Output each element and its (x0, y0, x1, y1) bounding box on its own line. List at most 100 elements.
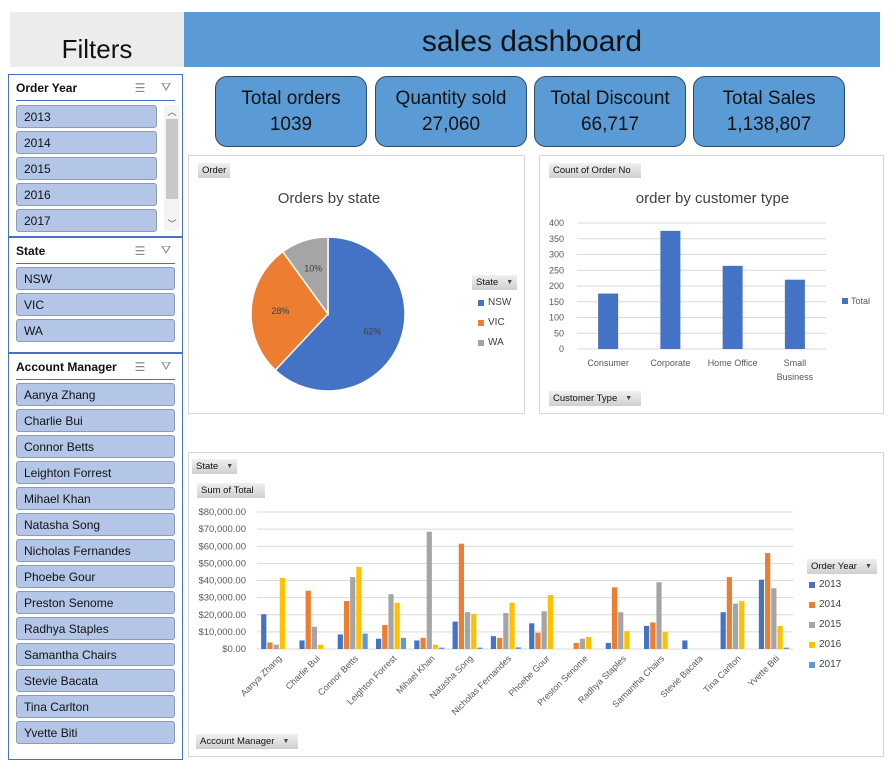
bar-preston-senome-2014 (573, 643, 579, 649)
pie-slice-nsw (274, 236, 406, 392)
slicer-item-account-manager[interactable]: Yvette Biti (16, 721, 175, 744)
bar-phoebe-gour-2013 (529, 623, 535, 649)
kpi-value: 27,060 (421, 113, 481, 135)
value-button-sum-of-total[interactable]: Sum of Total (197, 483, 265, 498)
multi-select-icon[interactable]: ☰ (134, 243, 146, 258)
slicer-item-account-manager[interactable]: Radhya Staples (16, 617, 175, 640)
slicer-item-account-manager[interactable]: Preston Senome (16, 591, 175, 614)
kpi-value: 1,138,807 (726, 113, 812, 135)
slicer-item-2016[interactable]: 2016 (16, 183, 157, 206)
slicer-state: State ☰ ⛛ NSW VIC WA (8, 237, 183, 353)
kpi-total-discount: Total Discount 66,717 (534, 76, 686, 147)
bar-yvette-biti-2015 (771, 588, 777, 649)
bar-aanya-zhang-2016 (279, 577, 285, 649)
clear-filter-icon[interactable]: ⛛ (160, 80, 172, 94)
bar-leighton-forrest-2014 (382, 625, 388, 649)
bar-phoebe-gour-2014 (535, 632, 541, 649)
bar-natasha-song-2014 (458, 543, 464, 649)
bar-small-business (784, 279, 805, 349)
y-tick-label: 100 (549, 313, 564, 323)
slicer-title: Account Manager (16, 359, 117, 374)
slicer-item-vic[interactable]: VIC (16, 293, 175, 316)
legend-swatch (478, 339, 484, 346)
slicer-item-account-manager[interactable]: Nicholas Fernandes (16, 539, 175, 562)
field-button-count-of-order-no[interactable]: Count of Order No (549, 163, 641, 178)
kpi-value: 1039 (269, 113, 313, 135)
chart-title: order by customer type (635, 190, 790, 207)
x-tick-label: Mihael Khan (394, 653, 436, 695)
bar-home-office (722, 265, 743, 349)
kpi-label: Total orders (241, 87, 341, 109)
kpi-total-orders: Total orders 1039 (215, 76, 367, 147)
slicer-item-account-manager[interactable]: Stevie Bacata (16, 669, 175, 692)
field-button-order[interactable]: Order (198, 163, 231, 178)
x-tick-label: Business (777, 372, 814, 382)
legend-button-order-year[interactable]: Order Year ▼ (807, 559, 877, 574)
legend-swatch (478, 299, 484, 306)
slicer-item-account-manager[interactable]: Samantha Chairs (16, 643, 175, 666)
bar-natasha-song-2013 (452, 621, 458, 649)
legend-label: 2017 (819, 659, 842, 670)
legend-label: 2015 (819, 619, 842, 630)
slicer-header: State ☰ ⛛ (16, 238, 175, 264)
legend-item-2015: 2015 (809, 619, 841, 630)
slicer-item-account-manager[interactable]: Natasha Song (16, 513, 175, 536)
slicer-item-account-manager[interactable]: Connor Betts (16, 435, 175, 458)
multi-select-icon[interactable]: ☰ (134, 359, 146, 374)
field-button-label: Account Manager (200, 736, 275, 747)
bar-connor-betts-2015 (350, 577, 356, 649)
bar-phoebe-gour-2016 (547, 595, 553, 649)
legend-label: 2013 (819, 579, 842, 590)
filter-button-state[interactable]: State ▼ (192, 459, 238, 474)
scrollbar-thumb[interactable] (166, 119, 178, 199)
y-tick-label: $10,000.00 (198, 627, 246, 638)
clear-filter-icon[interactable]: ⛛ (160, 359, 172, 373)
legend-item-vic: VIC (478, 317, 505, 328)
chevron-up-icon[interactable]: ︿ (167, 107, 177, 117)
x-tick-label: Corporate (650, 358, 690, 368)
field-button-label: State (476, 277, 499, 288)
y-tick-label: 400 (549, 218, 564, 228)
legend-label: 2016 (819, 639, 842, 650)
bar-preston-senome-2015 (579, 638, 586, 649)
y-tick-label: 150 (549, 297, 564, 307)
y-tick-label: 200 (549, 281, 564, 291)
bar-radhya-staples-2014 (611, 587, 618, 649)
slicer-item-account-manager[interactable]: Tina Carlton (16, 695, 175, 718)
bar-aanya-zhang-2015 (273, 644, 279, 649)
legend-button-state[interactable]: State ▼ (472, 275, 518, 290)
slicer-item-nsw[interactable]: NSW (16, 267, 175, 290)
legend-item-wa: WA (478, 337, 504, 348)
dropdown-arrow-icon: ▼ (625, 395, 633, 402)
dropdown-arrow-icon: ▼ (226, 463, 234, 470)
slicer-item-2017[interactable]: 2017 (16, 209, 157, 232)
axis-button-customer-type[interactable]: Customer Type ▼ (549, 391, 641, 406)
y-tick-label: 300 (549, 250, 564, 260)
slicer-item-account-manager[interactable]: Leighton Forrest (16, 461, 175, 484)
slicer-item-account-manager[interactable]: Charlie Bui (16, 409, 175, 432)
field-button-label: Customer Type (553, 393, 618, 404)
chevron-down-icon[interactable]: ﹀ (167, 219, 177, 229)
multi-select-icon[interactable]: ☰ (134, 80, 146, 95)
slicer-item-account-manager[interactable]: Aanya Zhang (16, 383, 175, 406)
legend-item-2016: 2016 (809, 639, 841, 650)
slicer-item-2015[interactable]: 2015 (16, 157, 157, 180)
bar-nicholas-fernandes-2017 (515, 647, 521, 649)
slicer-item-wa[interactable]: WA (16, 319, 175, 342)
slicer-header: Order Year ☰ ⛛ (16, 75, 175, 101)
bar-connor-betts-2017 (362, 633, 368, 649)
scrollbar[interactable]: ︿ ﹀ (164, 105, 180, 231)
axis-button-account-manager[interactable]: Account Manager ▼ (196, 734, 298, 749)
slicer-item-2013[interactable]: 2013 (16, 105, 157, 128)
y-tick-label: $60,000.00 (198, 541, 246, 552)
pie-slice-wa (281, 236, 329, 317)
bar-connor-betts-2016 (356, 566, 362, 649)
slicer-item-account-manager[interactable]: Phoebe Gour (16, 565, 175, 588)
y-tick-label: 250 (549, 265, 564, 275)
kpi-quantity-sold: Quantity sold 27,060 (375, 76, 527, 147)
legend-label: VIC (488, 317, 505, 328)
slicer-item-2014[interactable]: 2014 (16, 131, 157, 154)
dropdown-arrow-icon: ▼ (506, 279, 514, 286)
clear-filter-icon[interactable]: ⛛ (160, 243, 172, 257)
slicer-item-account-manager[interactable]: Mihael Khan (16, 487, 175, 510)
